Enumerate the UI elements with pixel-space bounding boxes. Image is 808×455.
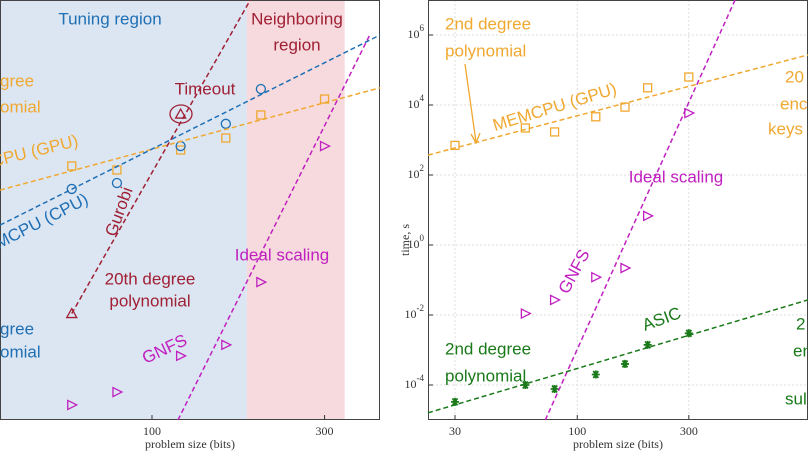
annotation: polynomial: [445, 41, 526, 60]
annotation: 2: [796, 314, 805, 333]
annotation: Ideal scaling: [235, 245, 330, 264]
marker: [550, 384, 559, 393]
marker: [255, 83, 267, 95]
marker: [642, 83, 653, 93]
x-axis-label: problem size (bits): [145, 437, 235, 451]
plot-frame: [0, 0, 380, 420]
marker: [67, 399, 79, 411]
y-tick-label: 106: [408, 23, 425, 41]
marker: [175, 145, 186, 155]
marker: [520, 307, 532, 320]
x-tick-label: 300: [316, 424, 334, 438]
marker: [112, 386, 124, 398]
annotation: 2nd degree: [445, 339, 531, 358]
marker: [450, 140, 460, 151]
marker: [175, 350, 188, 362]
y-axis-label: time, s: [398, 224, 412, 256]
annotation: region: [273, 35, 320, 54]
marker: [174, 107, 187, 119]
y-tick-label: 10-2: [405, 303, 425, 321]
marker: [450, 397, 459, 406]
annotation: 20th degree: [105, 269, 196, 288]
arrow: [464, 63, 481, 145]
fit-line: [427, 299, 808, 414]
y-tick-label: 104: [408, 93, 425, 111]
marker: [620, 359, 629, 368]
annotation: keys: [768, 119, 803, 138]
marker: [65, 307, 78, 319]
annotation: polynomial: [445, 366, 526, 385]
annotation: Ideal scaling: [629, 167, 724, 186]
region: [0, 0, 247, 420]
y-tick-label: 102: [408, 163, 425, 181]
annotation: Neighboring: [251, 9, 343, 28]
fit-line: [544, 0, 736, 421]
marker: [684, 72, 694, 82]
annotation: enc: [780, 94, 808, 113]
marker: [221, 339, 233, 351]
marker: [521, 380, 530, 390]
marker: [643, 340, 652, 349]
fit-line: [71, 0, 251, 314]
marker: [67, 161, 77, 171]
panel: 100 300 Tuning region Neighboring region Time…: [0, 0, 381, 451]
annotation: polynomial: [109, 291, 190, 310]
annotation: gree: [0, 71, 34, 90]
marker: [66, 183, 77, 195]
marker: [549, 294, 562, 306]
annotation: omial: [0, 342, 41, 361]
annotation: 20: [785, 67, 804, 86]
marker: [591, 112, 601, 122]
marker: [256, 276, 268, 288]
x-tick-label: 100: [568, 424, 586, 438]
marker: [591, 370, 600, 379]
marker: [642, 210, 655, 222]
plot-bg: [428, 0, 808, 420]
fit-line: [427, 54, 808, 156]
marker: [256, 110, 266, 120]
marker: [111, 177, 123, 189]
marker: [620, 262, 632, 274]
x-axis-label: problem size (bits): [573, 437, 663, 451]
annotation: sul: [785, 389, 807, 408]
x-tick-label: 100: [143, 424, 161, 438]
timeout-ring: [169, 104, 193, 124]
marker: [591, 271, 603, 283]
fit-line: [0, 87, 381, 191]
marker: [319, 140, 332, 152]
fit-line: [0, 34, 381, 226]
marker: [684, 329, 693, 338]
region: [246, 0, 345, 420]
x-tick-label: 30: [449, 424, 461, 438]
y-tick-label: 10-4: [405, 373, 425, 391]
annotation: Tuning region: [58, 9, 161, 28]
annotation: Timeout: [175, 79, 236, 98]
annotation: gree: [0, 319, 34, 338]
marker: [549, 127, 560, 137]
marker: [221, 133, 231, 143]
marker: [684, 107, 696, 119]
marker: [220, 118, 231, 129]
annotation: 2nd degree: [445, 14, 531, 33]
x-tick-label: 300: [680, 424, 698, 438]
annotation: omial: [0, 97, 41, 116]
annotation: en: [793, 341, 808, 360]
